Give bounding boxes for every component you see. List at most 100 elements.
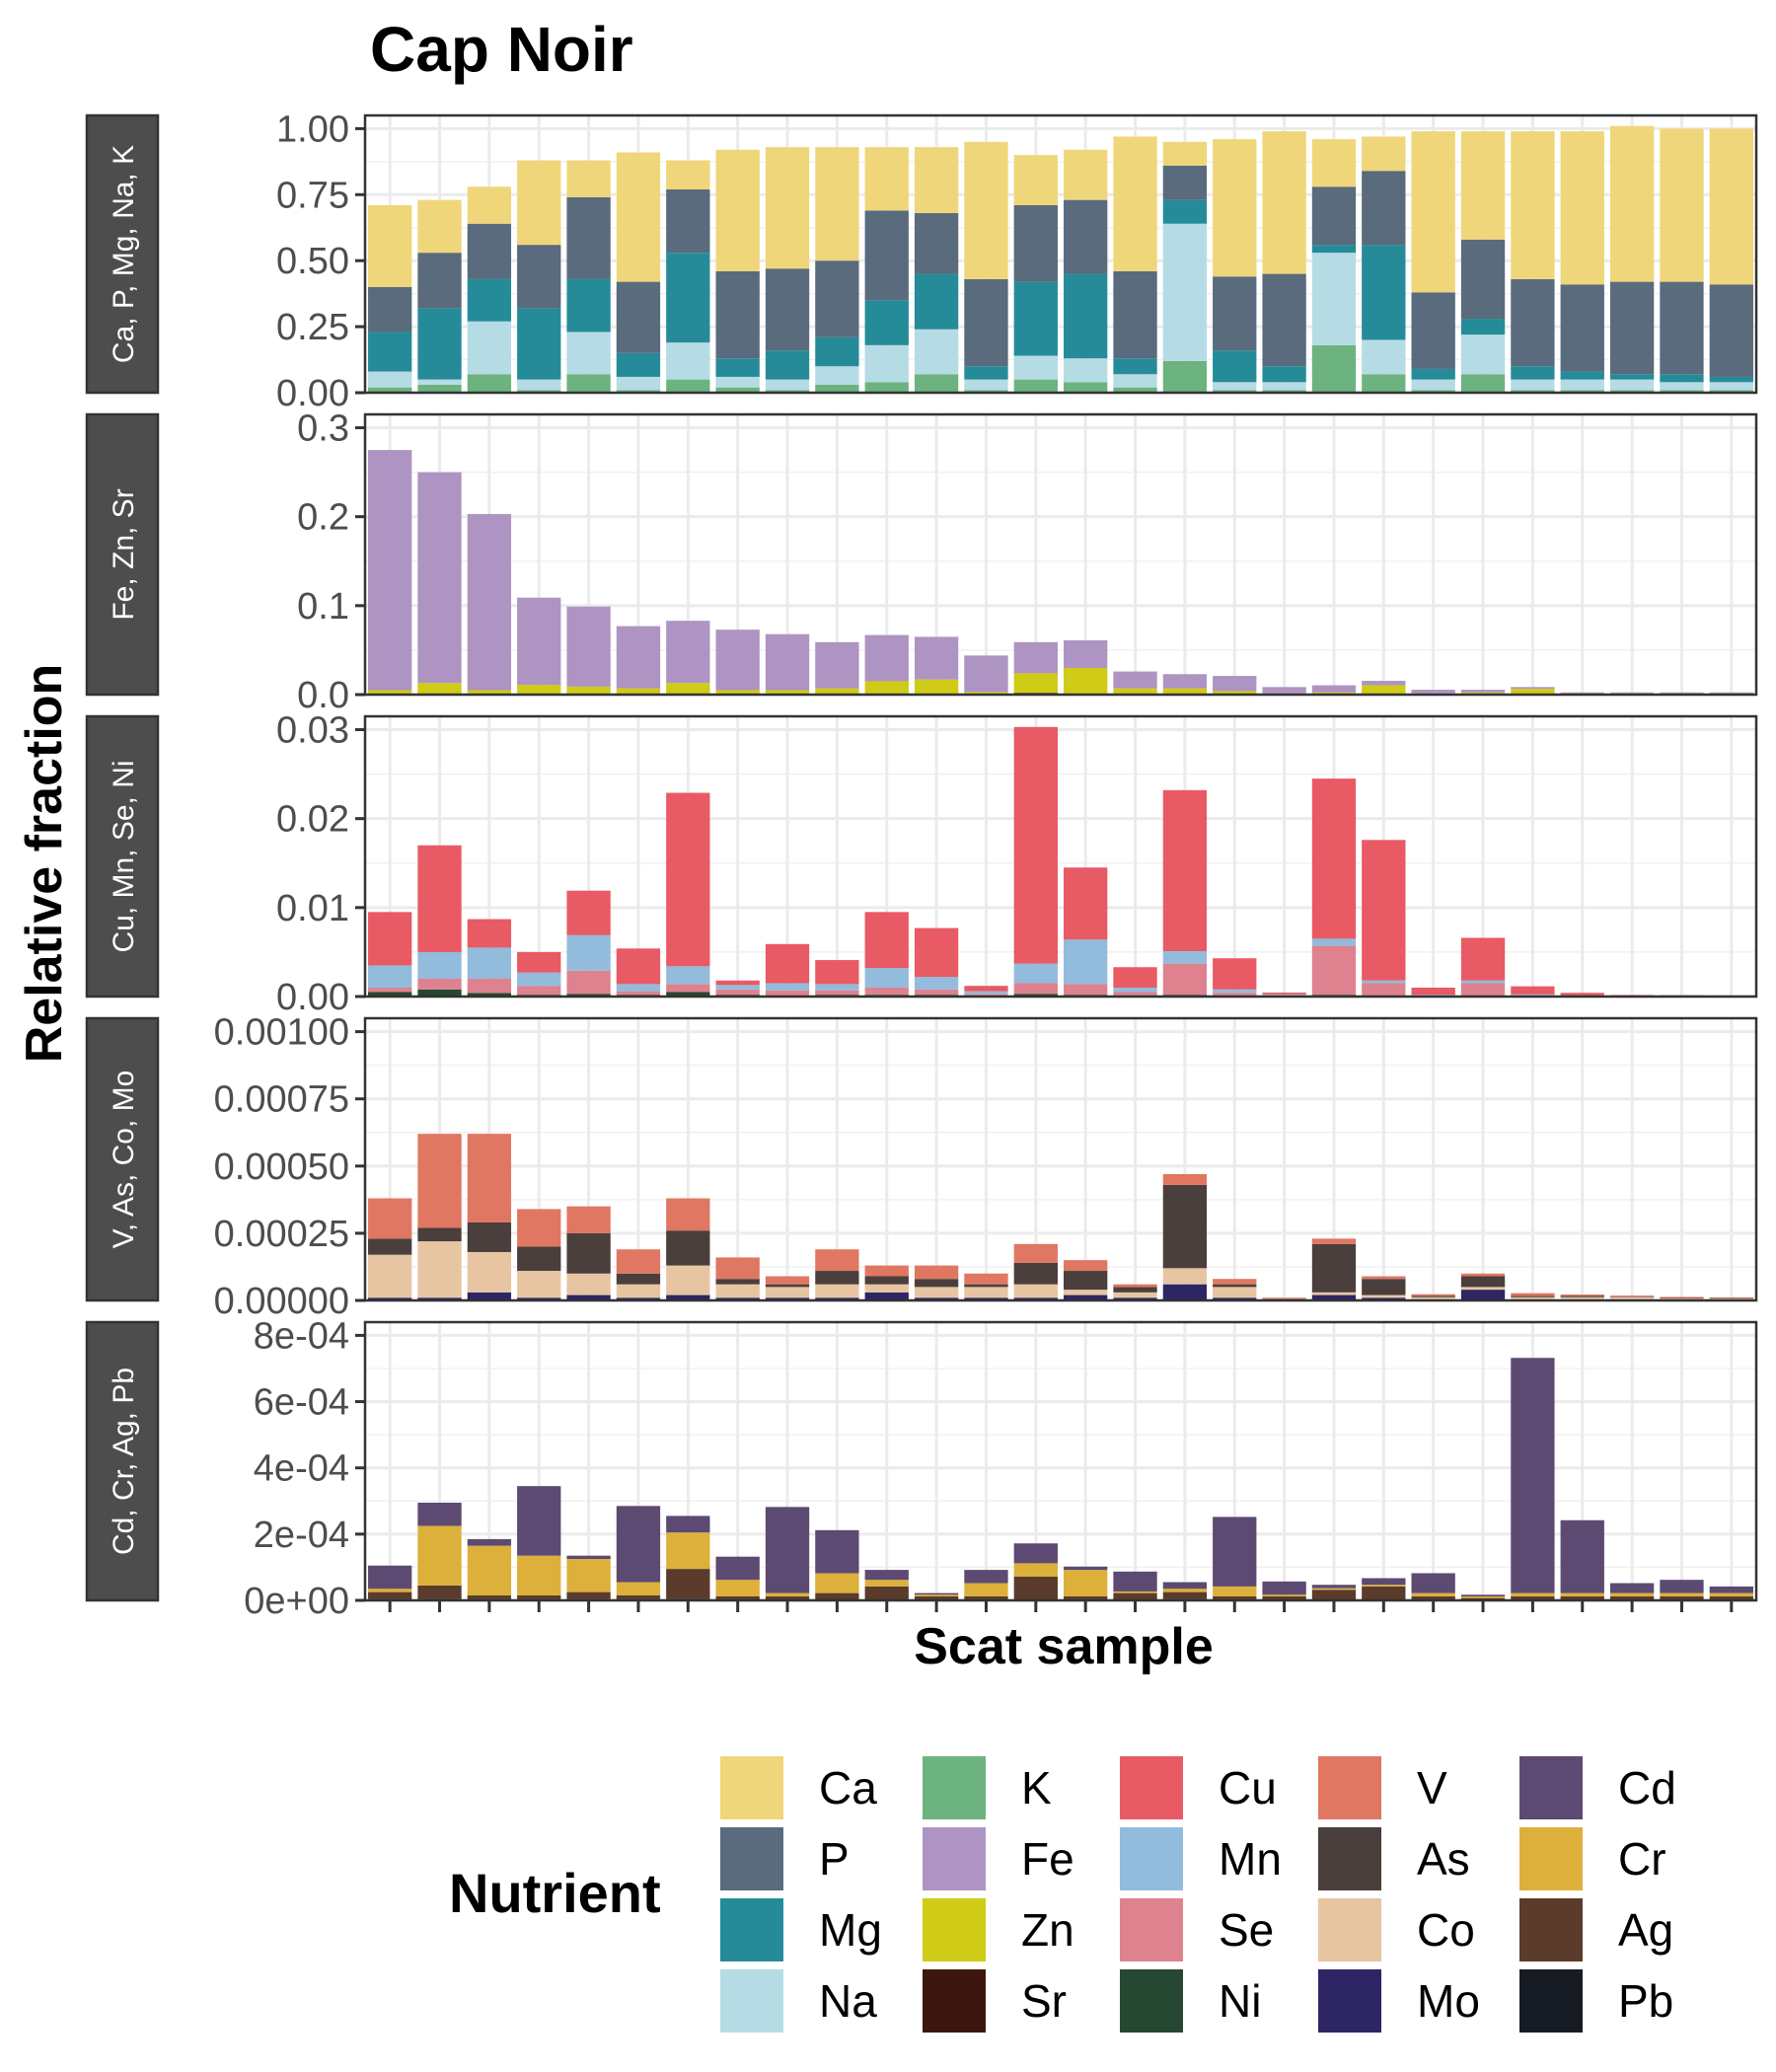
bar-segment-zn-sample-13 (964, 692, 1008, 695)
bar-segment-p-sample-24 (1511, 278, 1555, 367)
bar-segment-mg-sample-23 (1460, 319, 1506, 335)
bar-segment-ca-sample-19 (1262, 131, 1306, 274)
bar-segment-zn-sample-2 (417, 683, 462, 695)
legend-label-cd: Cd (1618, 1762, 1676, 1813)
bar-segment-mg-sample-20 (1311, 245, 1357, 254)
bar-segment-v-sample-4 (517, 1209, 561, 1247)
bar-segment-cd-sample-17 (1162, 1582, 1208, 1590)
bar-segment-v-sample-13 (964, 1273, 1008, 1285)
bar-segment-mo-sample-3 (467, 1292, 512, 1300)
bar-segment-co-sample-11 (864, 1284, 909, 1293)
bar-segment-ni-sample-2 (417, 989, 462, 997)
bar-segment-cd-sample-16 (1113, 1571, 1157, 1591)
bar-segment-as-sample-1 (368, 1238, 412, 1255)
bar-segment-fe-sample-14 (1013, 641, 1058, 674)
bar-segment-zn-sample-8 (715, 690, 760, 695)
bar-segment-zn-sample-6 (616, 688, 661, 695)
bar-segment-k-sample-25 (1560, 390, 1604, 393)
bar-segment-cr-sample-2 (417, 1525, 462, 1586)
bar-segment-na-sample-10 (815, 366, 859, 385)
bar-segment-p-sample-25 (1560, 284, 1604, 372)
bar-segment-mn-sample-14 (1013, 963, 1058, 984)
facet-strip-label: Cd, Cr, Ag, Pb (108, 1368, 140, 1555)
bar-segment-as-sample-24 (1511, 1295, 1555, 1297)
legend-label-v: V (1417, 1762, 1447, 1813)
bar-segment-na-sample-14 (1013, 355, 1058, 380)
bar-segment-ag-sample-10 (815, 1592, 859, 1600)
legend-label-mo: Mo (1417, 1975, 1480, 2027)
legend-label-ca: Ca (819, 1762, 877, 1813)
bar-segment-ag-sample-20 (1311, 1590, 1357, 1600)
bar-segment-na-sample-24 (1511, 379, 1555, 391)
bar-segment-mo-sample-1 (368, 1297, 412, 1300)
bar-segment-cu-sample-24 (1511, 986, 1555, 995)
bar-segment-na-sample-28 (1709, 382, 1753, 391)
bar-segment-ca-sample-1 (368, 204, 412, 287)
bar-segment-k-sample-3 (467, 374, 512, 393)
bar-segment-mg-sample-6 (616, 352, 661, 377)
bars (368, 1134, 1753, 1300)
bar-segment-ca-sample-27 (1660, 128, 1704, 282)
bar-segment-ag-sample-14 (1013, 1576, 1058, 1600)
legend: Nutrient Ca P Mg Na K Fe Zn Sr Cu Mn Se Ni V As Co Mo Cd… (449, 1756, 1676, 2033)
bar-segment-na-sample-25 (1560, 379, 1604, 391)
bar-segment-cd-sample-12 (914, 1592, 959, 1595)
bar-segment-k-sample-14 (1013, 379, 1058, 393)
bar-segment-p-sample-26 (1609, 281, 1655, 375)
bar-segment-k-sample-5 (566, 374, 611, 393)
bar-segment-p-sample-22 (1411, 292, 1455, 369)
bar-segment-se-sample-6 (616, 991, 661, 996)
bar-segment-k-sample-8 (715, 387, 760, 393)
bar-segment-cd-sample-24 (1511, 1358, 1555, 1593)
bar-segment-cu-sample-6 (616, 948, 661, 985)
bar-segment-ni-sample-7 (666, 992, 710, 997)
bar-segment-fe-sample-27 (1660, 692, 1704, 694)
bar-segment-se-sample-21 (1362, 983, 1406, 997)
bar-segment-cr-sample-20 (1311, 1588, 1357, 1591)
bar-segment-mn-sample-17 (1162, 951, 1208, 964)
bar-segment-p-sample-19 (1262, 273, 1306, 367)
bar-segment-ca-sample-18 (1213, 139, 1257, 277)
bar-segment-na-sample-19 (1262, 382, 1306, 391)
bar-segment-ca-sample-9 (765, 147, 810, 269)
panel-3: 0.00 0.01 0.02 0.03 Cu, Mn, Se, Ni (85, 710, 1758, 1018)
bar-segment-mn-sample-23 (1460, 980, 1506, 984)
bar-segment-p-sample-5 (566, 196, 611, 279)
bar-segment-zn-sample-20 (1311, 692, 1357, 695)
bar-segment-cd-sample-9 (765, 1507, 810, 1593)
bar-segment-mn-sample-24 (1511, 994, 1555, 996)
bar-segment-mo-sample-20 (1311, 1295, 1357, 1300)
bar-segment-ag-sample-13 (964, 1595, 1008, 1600)
legend-label-fe: Fe (1021, 1833, 1074, 1885)
bar-segment-cd-sample-14 (1013, 1543, 1058, 1564)
bar-segment-se-sample-2 (417, 978, 462, 990)
bar-segment-ca-sample-20 (1311, 139, 1357, 187)
bar-segment-mg-sample-14 (1013, 281, 1058, 356)
bar-segment-cr-sample-10 (815, 1573, 859, 1593)
bar-segment-ca-sample-22 (1411, 131, 1455, 293)
bar-segment-v-sample-18 (1213, 1279, 1257, 1285)
bar-segment-mg-sample-22 (1411, 368, 1455, 380)
bar-segment-cu-sample-17 (1162, 789, 1208, 952)
bar-segment-cu-sample-10 (815, 960, 859, 985)
legend-label-as: As (1417, 1833, 1470, 1885)
bar-segment-mg-sample-28 (1709, 376, 1753, 383)
bar-segment-k-sample-19 (1262, 390, 1306, 393)
facet-strip-label: Ca, P, Mg, Na, K (108, 145, 140, 363)
bar-segment-mg-sample-12 (914, 273, 959, 330)
bar-segment-co-sample-9 (765, 1287, 810, 1298)
bar-segment-na-sample-5 (566, 332, 611, 375)
y-tick-label: 0.00050 (214, 1147, 349, 1188)
bar-segment-mo-sample-21 (1362, 1297, 1406, 1300)
bars (368, 726, 1753, 997)
bar-segment-na-sample-16 (1113, 374, 1157, 388)
bar-segment-zn-sample-24 (1511, 689, 1555, 695)
bar-segment-zn-sample-9 (765, 690, 810, 695)
bar-segment-ag-sample-2 (417, 1585, 462, 1599)
bar-segment-as-sample-13 (964, 1284, 1008, 1288)
bar-segment-na-sample-23 (1460, 334, 1506, 375)
bar-segment-ca-sample-11 (864, 147, 909, 211)
bar-segment-mg-sample-1 (368, 332, 412, 372)
